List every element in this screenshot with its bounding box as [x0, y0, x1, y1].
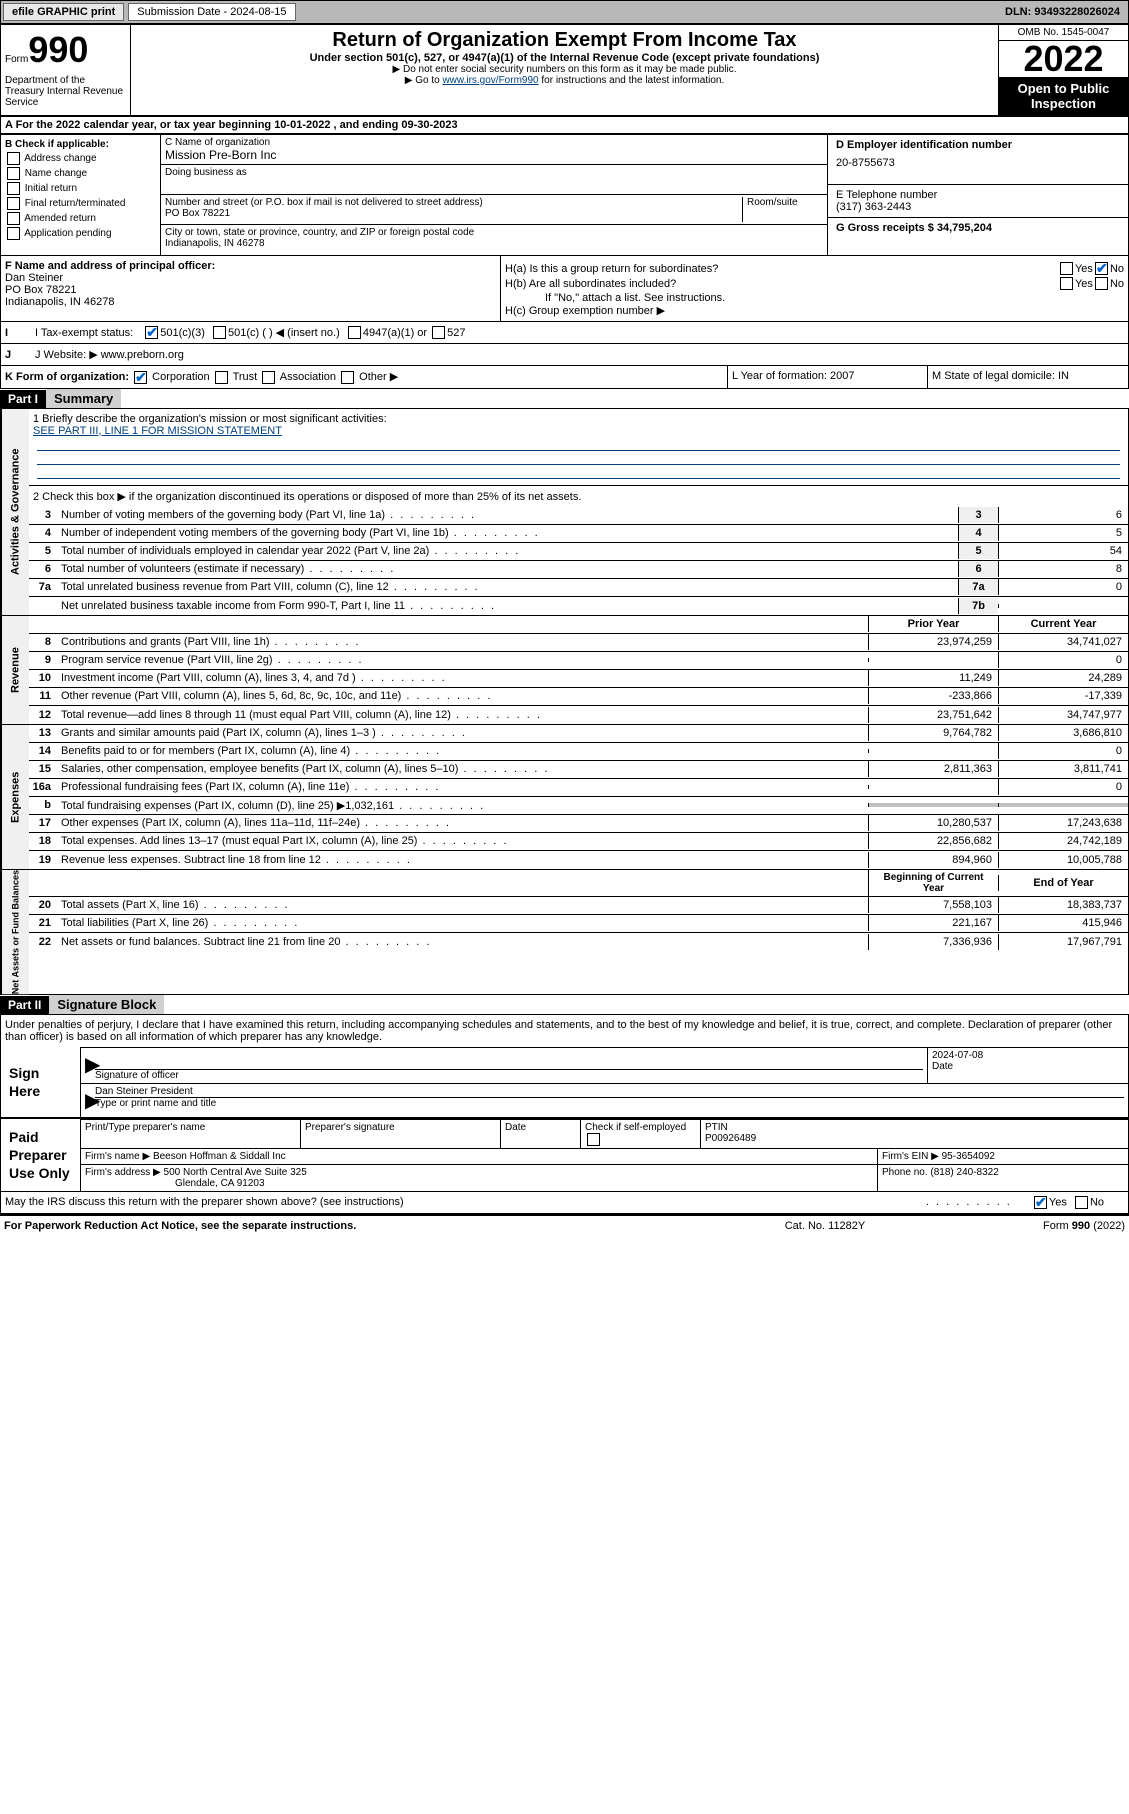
summary-line: 5 Total number of individuals employed i… [29, 543, 1128, 561]
line2-checkbox: 2 Check this box ▶ if the organization d… [29, 485, 1128, 507]
net-header-row: Beginning of Current Year End of Year [29, 870, 1128, 897]
box-m: M State of legal domicile: IN [928, 366, 1128, 388]
row-j: J J Website: ▶ www.preborn.org [0, 344, 1129, 366]
final-return-checkbox[interactable] [7, 197, 20, 210]
summary-line: 22 Net assets or fund balances. Subtract… [29, 933, 1128, 951]
summary-line: 10 Investment income (Part VIII, column … [29, 670, 1128, 688]
box-e-phone: E Telephone number (317) 363-2443 [828, 185, 1128, 218]
summary-line: 20 Total assets (Part X, line 16) 7,558,… [29, 897, 1128, 915]
501c3-checkbox[interactable] [145, 326, 158, 339]
sig-declaration: Under penalties of perjury, I declare th… [1, 1015, 1128, 1047]
hb-no-checkbox[interactable] [1095, 277, 1108, 290]
vtab-netassets: Net Assets or Fund Balances [1, 870, 29, 994]
summary-line: 14 Benefits paid to or for members (Part… [29, 743, 1128, 761]
form-number: 990 [28, 29, 88, 70]
box-c-name: C Name of organization Mission Pre-Born … [161, 135, 827, 165]
may-irs-no-checkbox[interactable] [1075, 1196, 1088, 1209]
page-footer: For Paperwork Reduction Act Notice, see … [0, 1214, 1129, 1236]
ha-yes-checkbox[interactable] [1060, 262, 1073, 275]
box-h: H(a) Is this a group return for subordin… [501, 256, 1128, 321]
initial-return-checkbox[interactable] [7, 182, 20, 195]
signature-block: Under penalties of perjury, I declare th… [0, 1014, 1129, 1214]
summary-line: 4 Number of independent voting members o… [29, 525, 1128, 543]
tax-year: 2022 [999, 41, 1128, 77]
open-public-badge: Open to Public Inspection [999, 77, 1128, 115]
summary-line: 9 Program service revenue (Part VIII, li… [29, 652, 1128, 670]
summary-line: 17 Other expenses (Part IX, column (A), … [29, 815, 1128, 833]
summary-line: Net unrelated business taxable income fr… [29, 597, 1128, 615]
summary-line: 21 Total liabilities (Part X, line 26) 2… [29, 915, 1128, 933]
vtab-revenue: Revenue [1, 616, 29, 724]
header-info-grid: B Check if applicable: Address change Na… [0, 134, 1129, 256]
rev-header-row: Prior Year Current Year [29, 616, 1128, 634]
summary-line: 15 Salaries, other compensation, employe… [29, 761, 1128, 779]
other-checkbox[interactable] [341, 371, 354, 384]
summary-line: 16a Professional fundraising fees (Part … [29, 779, 1128, 797]
summary-line: 3 Number of voting members of the govern… [29, 507, 1128, 525]
form-header: Form990 Department of the Treasury Inter… [0, 24, 1129, 116]
corp-checkbox[interactable] [134, 371, 147, 384]
box-c-dba: Doing business as [161, 165, 827, 195]
row-klm: K Form of organization: Corporation Trus… [0, 366, 1129, 389]
summary-governance: Activities & Governance 1 Briefly descri… [0, 408, 1129, 616]
dept-label: Department of the Treasury Internal Reve… [5, 71, 126, 108]
addr-change-checkbox[interactable] [7, 152, 20, 165]
vtab-expenses: Expenses [1, 725, 29, 869]
summary-expenses: Expenses 13 Grants and similar amounts p… [0, 725, 1129, 870]
fgh-row: F Name and address of principal officer:… [0, 256, 1129, 322]
part2-header: Part IISignature Block [0, 995, 1129, 1014]
summary-line: 7a Total unrelated business revenue from… [29, 579, 1128, 597]
box-c-city: City or town, state or province, country… [161, 225, 827, 255]
paid-preparer-label: Paid Preparer Use Only [1, 1119, 81, 1191]
box-d-ein: D Employer identification number 20-8755… [828, 135, 1128, 185]
efile-button[interactable]: efile GRAPHIC print [3, 3, 124, 21]
501c-checkbox[interactable] [213, 326, 226, 339]
form-note1: ▶ Do not enter social security numbers o… [135, 64, 994, 75]
summary-line: 19 Revenue less expenses. Subtract line … [29, 851, 1128, 869]
amended-return-checkbox[interactable] [7, 212, 20, 225]
box-g-receipts: G Gross receipts $ 34,795,204 [828, 218, 1128, 248]
form-title: Return of Organization Exempt From Incom… [135, 29, 994, 52]
summary-line: 18 Total expenses. Add lines 13–17 (must… [29, 833, 1128, 851]
submission-date: Submission Date - 2024-08-15 [128, 3, 295, 21]
summary-line: 8 Contributions and grants (Part VIII, l… [29, 634, 1128, 652]
may-irs-yes-checkbox[interactable] [1034, 1196, 1047, 1209]
line1-mission: 1 Briefly describe the organization's mi… [29, 409, 1128, 485]
section-a-tax-year: A For the 2022 calendar year, or tax yea… [0, 116, 1129, 134]
summary-line: 11 Other revenue (Part VIII, column (A),… [29, 688, 1128, 706]
app-pending-checkbox[interactable] [7, 227, 20, 240]
527-checkbox[interactable] [432, 326, 445, 339]
summary-revenue: Revenue Prior Year Current Year 8 Contri… [0, 616, 1129, 725]
summary-netassets: Net Assets or Fund Balances Beginning of… [0, 870, 1129, 995]
summary-line: b Total fundraising expenses (Part IX, c… [29, 797, 1128, 815]
assoc-checkbox[interactable] [262, 371, 275, 384]
dln-label: DLN: 93493228026024 [1005, 6, 1128, 18]
box-f-officer: F Name and address of principal officer:… [1, 256, 501, 321]
irs-link[interactable]: www.irs.gov/Form990 [442, 75, 538, 86]
vtab-governance: Activities & Governance [1, 409, 29, 615]
top-toolbar: efile GRAPHIC print Submission Date - 20… [0, 0, 1129, 24]
summary-line: 12 Total revenue—add lines 8 through 11 … [29, 706, 1128, 724]
box-l: L Year of formation: 2007 [728, 366, 928, 388]
box-c-street: Number and street (or P.O. box if mail i… [161, 195, 827, 225]
row-i: I I Tax-exempt status: 501(c)(3) 501(c) … [0, 322, 1129, 344]
form-subtitle: Under section 501(c), 527, or 4947(a)(1)… [135, 52, 994, 64]
ha-no-checkbox[interactable] [1095, 262, 1108, 275]
part1-header: Part ISummary [0, 389, 1129, 408]
self-employed-checkbox[interactable] [587, 1133, 600, 1146]
trust-checkbox[interactable] [215, 371, 228, 384]
4947-checkbox[interactable] [348, 326, 361, 339]
summary-line: 6 Total number of volunteers (estimate i… [29, 561, 1128, 579]
summary-line: 13 Grants and similar amounts paid (Part… [29, 725, 1128, 743]
hb-yes-checkbox[interactable] [1060, 277, 1073, 290]
box-b: B Check if applicable: Address change Na… [1, 135, 161, 255]
form-note2: ▶ Go to www.irs.gov/Form990 for instruct… [135, 75, 994, 86]
sign-here-label: Sign Here [1, 1047, 81, 1117]
form-prefix: Form [5, 54, 28, 65]
name-change-checkbox[interactable] [7, 167, 20, 180]
